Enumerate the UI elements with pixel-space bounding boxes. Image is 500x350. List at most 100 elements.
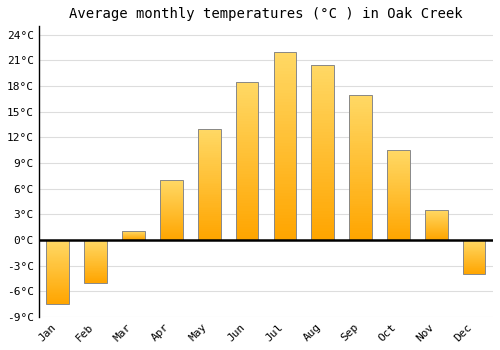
Bar [84,273,107,274]
Bar [387,168,410,170]
Bar [387,232,410,234]
Bar [387,173,410,174]
Bar [84,275,107,276]
Bar [84,268,107,269]
Bar [387,161,410,162]
Bar [349,199,372,201]
Bar [46,279,69,280]
Bar [349,211,372,213]
Bar [312,193,334,196]
Bar [349,220,372,223]
Bar [160,199,182,200]
Bar [160,204,182,205]
Bar [349,94,372,97]
Bar [198,168,220,169]
Bar [274,64,296,68]
Bar [198,234,220,236]
Bar [198,129,220,131]
Bar [387,196,410,198]
Bar [274,89,296,93]
Bar [46,262,69,264]
Bar [312,111,334,114]
Bar [236,234,258,237]
Bar [198,236,220,238]
Bar [312,205,334,208]
Bar [160,203,182,204]
Bar [236,108,258,111]
Bar [425,228,448,229]
Bar [84,265,107,266]
Bar [198,184,220,186]
Bar [236,129,258,132]
Bar [349,225,372,228]
Bar [463,265,485,266]
Bar [312,161,334,164]
Bar [160,225,182,226]
Bar [274,61,296,64]
Bar [349,174,372,177]
Bar [349,126,372,128]
Bar [312,184,334,187]
Bar [198,166,220,168]
Bar [84,250,107,251]
Bar [463,262,485,263]
Bar [463,254,485,255]
Bar [46,276,69,277]
Bar [236,174,258,177]
Bar [274,180,296,183]
Bar [425,216,448,217]
Bar [274,196,296,199]
Bar [46,300,69,301]
Bar [387,190,410,192]
Bar [84,265,107,266]
Bar [387,180,410,182]
Bar [349,237,372,240]
Bar [274,143,296,146]
Bar [46,287,69,288]
Bar [236,190,258,193]
Bar [198,136,220,138]
Bar [236,124,258,127]
Bar [387,199,410,201]
Bar [46,303,69,304]
Bar [84,256,107,257]
Bar [274,205,296,209]
Bar [349,172,372,175]
Bar [122,231,145,240]
Bar [387,182,410,183]
Bar [349,218,372,220]
Bar [312,178,334,182]
Bar [387,226,410,228]
Bar [387,169,410,171]
Bar [349,187,372,189]
Bar [198,216,220,218]
Bar [463,248,485,249]
Bar [312,219,334,222]
Bar [160,219,182,220]
Bar [387,202,410,204]
Bar [312,129,334,132]
Bar [349,162,372,165]
Bar [198,140,220,142]
Bar [236,200,258,203]
Bar [46,263,69,265]
Bar [46,280,69,281]
Bar [198,145,220,147]
Bar [349,182,372,184]
Bar [46,264,69,266]
Bar [236,95,258,98]
Bar [236,87,258,90]
Bar [84,240,107,241]
Bar [198,223,220,225]
Bar [84,252,107,253]
Bar [463,267,485,268]
Bar [236,119,258,121]
Bar [46,288,69,289]
Bar [312,132,334,135]
Bar [274,58,296,61]
Bar [463,252,485,253]
Bar [84,263,107,264]
Bar [198,188,220,190]
Bar [160,232,182,233]
Bar [425,226,448,227]
